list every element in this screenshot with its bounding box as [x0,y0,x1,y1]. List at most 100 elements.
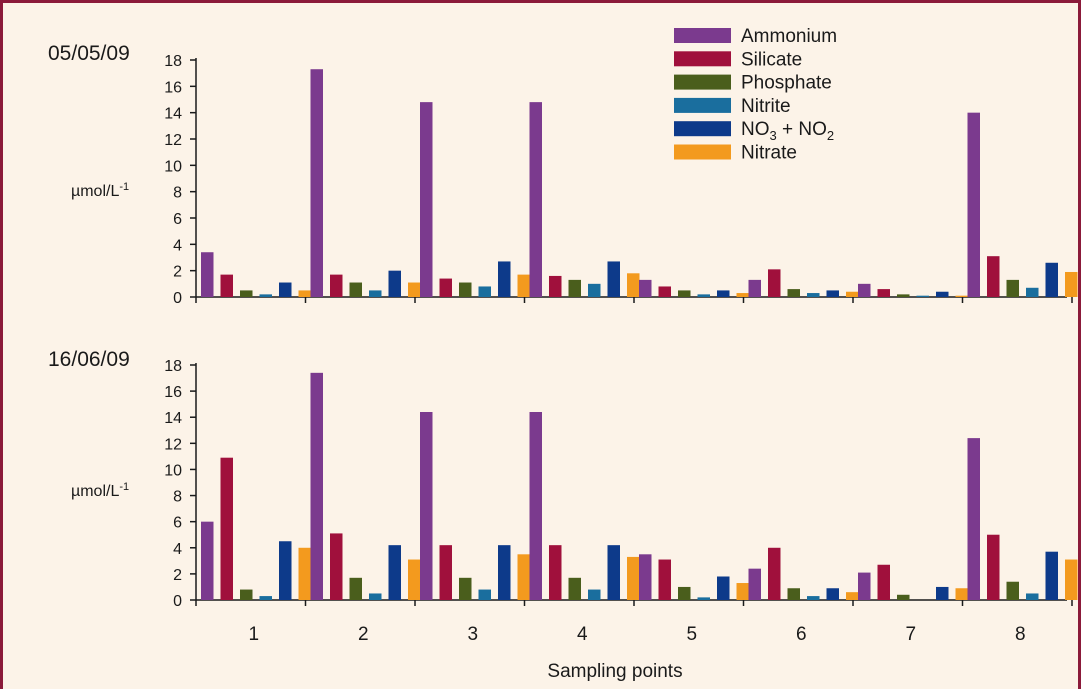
legend-label: Ammonium [741,26,837,47]
bar-nitrate-5 [736,293,749,297]
x-tick-label: 5 [686,624,697,645]
bar-nitrite-2 [369,593,382,600]
bar-nitrate-4 [627,273,640,297]
y-tick-label: 8 [173,185,182,202]
legend-label: Nitrate [741,143,797,164]
bar-silicate-2 [330,533,343,600]
bar-silicate-6 [768,269,781,297]
bar-no3-no2-4 [607,545,620,600]
y-tick-label: 16 [164,384,182,401]
bar-silicate-3 [439,278,452,297]
bar-nitrate-4 [627,556,640,600]
bar-nitrate-7 [955,588,968,600]
bar-no3-no2-3 [498,545,511,600]
bar-nitrite-2 [369,290,382,297]
bar-ammonium-1 [201,252,214,297]
legend-swatch [674,144,731,160]
legend-swatch [674,51,731,67]
legend-swatch [674,97,731,113]
bar-nitrite-8 [1026,287,1039,297]
bar-phosphate-8 [1006,279,1019,297]
bar-no3-no2-7 [936,291,949,297]
bar-nitrite-3 [478,286,491,297]
bar-silicate-8 [987,534,1000,600]
bar-no3-no2-1 [279,282,292,297]
bar-phosphate-1 [240,290,253,297]
bar-nitrite-1 [259,596,272,600]
y-tick-label: 14 [164,410,182,427]
bar-nitrite-5 [697,597,710,600]
bar-nitrate-6 [846,291,859,297]
bar-silicate-1 [220,457,233,600]
legend-label: Nitrite [741,96,791,117]
bar-nitrate-8 [1065,559,1078,600]
bar-nitrate-6 [846,592,859,600]
bar-silicate-1 [220,274,233,297]
y-tick-label: 12 [164,132,182,149]
bar-nitrite-6 [807,293,820,297]
bar-no3-no2-5 [717,576,730,600]
bar-ammonium-6 [748,568,761,600]
bar-nitrate-5 [736,583,749,600]
bar-phosphate-7 [897,594,910,600]
x-tick-label: 4 [577,624,588,645]
bar-ammonium-2 [310,372,323,600]
y-tick-label: 6 [173,515,182,532]
bar-no3-no2-2 [388,545,401,600]
y-tick-label: 10 [164,462,182,479]
bar-nitrate-2 [408,282,421,297]
y-tick-label: 0 [173,593,182,610]
x-tick-label: 1 [248,624,259,645]
x-tick-label: 3 [467,624,478,645]
y-tick-label: 6 [173,211,182,228]
y-tick-label: 8 [173,489,182,506]
bar-phosphate-3 [459,282,472,297]
bar-silicate-4 [549,545,562,600]
x-tick-label: 2 [358,624,369,645]
y-axis-label: µmol/L-1 [71,481,129,500]
bar-no3-no2-6 [826,290,839,297]
bar-phosphate-4 [568,279,581,297]
bar-silicate-2 [330,274,343,297]
bar-nitrite-6 [807,596,820,600]
legend-swatch [674,74,731,90]
bar-nitrite-3 [478,589,491,600]
bar-no3-no2-2 [388,270,401,297]
bar-nitrate-7 [955,295,968,297]
bar-phosphate-8 [1006,581,1019,600]
y-axis-label: µmol/L-1 [71,181,129,200]
legend-label: Phosphate [741,73,832,94]
y-tick-label: 14 [164,106,182,123]
bar-ammonium-5 [639,554,652,600]
bar-phosphate-1 [240,589,253,600]
bar-ammonium-2 [310,69,323,297]
y-tick-label: 18 [164,358,182,375]
x-tick-label: 6 [796,624,807,645]
panel-date: 16/06/09 [48,348,130,371]
legend-swatch [674,121,731,137]
bar-no3-no2-8 [1045,262,1058,297]
x-axis-label: Sampling points [547,661,682,682]
y-tick-label: 4 [173,541,182,558]
bar-phosphate-2 [349,577,362,600]
y-tick-label: 10 [164,158,182,175]
bar-ammonium-8 [967,438,980,600]
bar-nitrate-3 [517,554,530,600]
bar-silicate-7 [877,564,890,600]
panel-date: 05/05/09 [48,42,130,65]
y-tick-label: 0 [173,290,182,307]
bar-phosphate-7 [897,294,910,297]
y-tick-label: 2 [173,567,182,584]
legend-swatch [674,28,731,43]
x-tick-label: 7 [905,624,916,645]
bar-silicate-5 [658,286,671,297]
legend-label: NO3 + NO2 [741,119,834,143]
bar-nitrite-4 [588,283,601,297]
y-tick-label: 16 [164,79,182,96]
bar-silicate-8 [987,256,1000,297]
bar-no3-no2-7 [936,586,949,600]
